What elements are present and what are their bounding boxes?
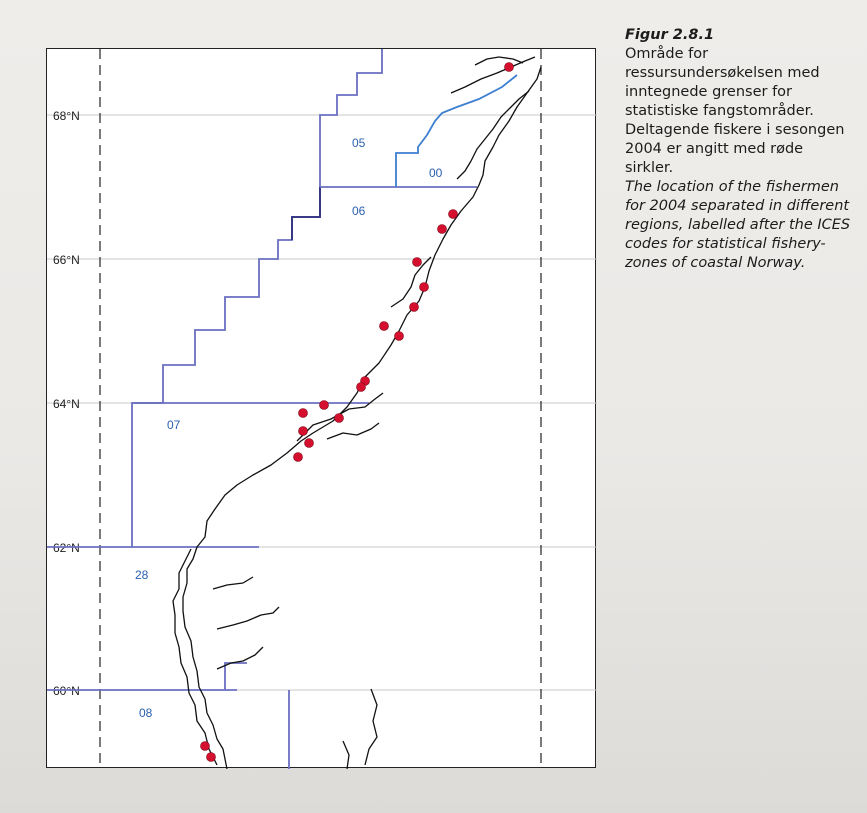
meridian-lines [99, 49, 542, 769]
lat-label-60: 60°N [53, 684, 80, 698]
zone-labels: 05 00 06 07 28 08 [135, 136, 443, 720]
fjord-nordfjord [212, 576, 254, 590]
map-frame: 68°N 66°N 64°N 62°N 60°N [46, 48, 597, 769]
fjord-south-east [342, 740, 350, 769]
lat-label-66: 66°N [53, 253, 80, 267]
fisherman-dot [298, 426, 308, 436]
zone-label-08: 08 [139, 706, 153, 720]
fisherman-dot [419, 282, 429, 292]
norway-coastline [172, 56, 542, 769]
fisherman-dot [293, 452, 303, 462]
lat-label-68: 68°N [53, 109, 80, 123]
zone-label-07: 07 [167, 418, 181, 432]
coast-helgeland-islands [390, 256, 432, 308]
figure-caption: Figur 2.8.1 Område for ressursundersøkel… [625, 26, 855, 273]
zone-boundaries [47, 49, 518, 769]
fisherman-dot [409, 302, 419, 312]
coast-lofoten-2 [474, 56, 524, 66]
coast-lofoten [450, 56, 536, 94]
fisherman-dot [200, 741, 210, 751]
fjord-trondheim-inner [326, 422, 380, 440]
coast-outer-islands [172, 548, 218, 766]
coast-north-islands [456, 90, 530, 180]
zone-label-06: 06 [352, 204, 366, 218]
coast-main [182, 66, 542, 769]
fisherman-dot [412, 257, 422, 267]
fisherman-dot [304, 438, 314, 448]
fisherman-dot [394, 331, 404, 341]
caption-norwegian: Område for ressursundersøkelsen med innt… [625, 46, 845, 176]
lat-label-62: 62°N [53, 541, 80, 555]
fisherman-dot [448, 209, 458, 219]
zone-label-05: 05 [352, 136, 366, 150]
outer-boundary-staircase [131, 49, 383, 547]
fisherman-dot [437, 224, 447, 234]
fjord-hardanger [216, 646, 264, 670]
fjord-trondheim [296, 392, 384, 442]
boundary-08-coast-link [224, 662, 247, 690]
fjord-sognefjord [216, 606, 280, 630]
zone-label-28: 28 [135, 568, 149, 582]
caption-english: The location of the fishermen for 2004 s… [625, 179, 851, 271]
fisherman-dot [298, 408, 308, 418]
lat-label-64: 64°N [53, 397, 80, 411]
fisherman-dot [356, 382, 366, 392]
latitude-labels: 68°N 66°N 64°N 62°N 60°N [53, 109, 80, 698]
fisherman-dot [379, 321, 389, 331]
fisherman-dot [504, 62, 514, 72]
fishermen-locations [200, 62, 514, 762]
map-svg: 68°N 66°N 64°N 62°N 60°N [47, 49, 597, 769]
fjord-oslo [364, 688, 378, 766]
fisherman-dot [206, 752, 216, 762]
boundary-00-box [395, 74, 518, 187]
fisherman-dot [319, 400, 329, 410]
zone-label-00: 00 [429, 166, 443, 180]
figure-title: Figur 2.8.1 [625, 27, 715, 43]
boundary-05-dark [291, 187, 321, 240]
fisherman-dot [334, 413, 344, 423]
